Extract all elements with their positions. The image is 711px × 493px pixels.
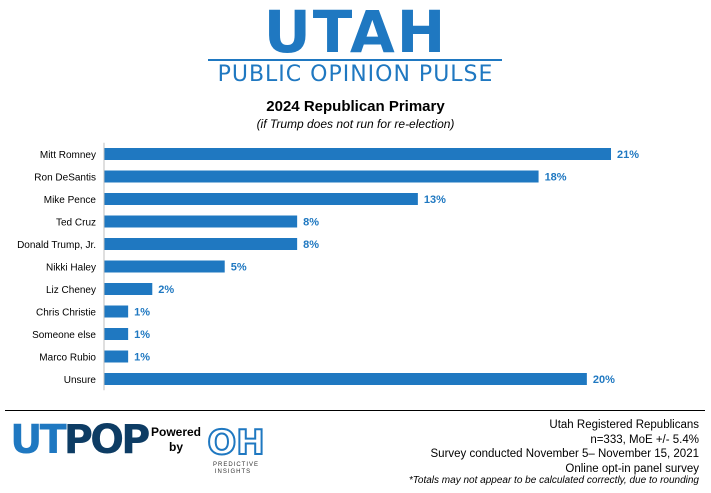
bar [104,328,129,340]
category-label: Ron DeSantis [34,173,96,184]
category-label: Mitt Romney [40,150,96,161]
powered-by-label: Powered by [150,425,201,454]
oh-logo-text: OH [207,423,264,462]
category-label: Someone else [32,330,96,341]
bar-chart: Mitt Romney 21% Ron DeSantis 18% Mike Pence 1… [17,142,639,391]
bar [104,170,539,183]
bar [104,260,225,273]
category-label: Ted Cruz [56,218,96,229]
value-label: 20% [593,374,615,386]
bar [104,373,587,385]
value-label: 1% [134,307,150,319]
value-label: 8% [303,239,319,251]
partner-name: PREDICTIVE INSIGHTS [213,462,260,475]
utpop-logo-pop: POP [63,417,151,463]
bar [104,215,298,228]
oh-predictive-insights-logo: OH [206,422,265,462]
value-label: 21% [617,149,639,161]
chart-title: 2024 Republican Primary [266,98,445,115]
category-label: Liz Cheney [46,285,96,296]
value-label: 2% [158,284,174,296]
chart-subtitle: (if Trump does not run for re-election) [256,117,455,131]
bar [104,283,153,295]
category-label: Donald Trump, Jr. [17,240,96,251]
footer-divider [5,410,705,411]
brand-subtitle: PUBLIC OPINION PULSE [217,62,494,87]
value-label: 5% [231,262,247,274]
utpop-logo: UTPOP [10,417,151,463]
bar [104,350,129,363]
category-label: Chris Christie [36,308,96,319]
value-label: 1% [134,329,150,341]
survey-dates: Survey conducted November 5– November 15… [430,448,700,460]
brand-divider [208,59,502,61]
category-label: Mike Pence [44,195,97,206]
brand-title: UTAH [263,0,448,66]
bar [104,305,129,318]
value-label: 1% [134,352,150,364]
value-label: 18% [545,172,567,184]
category-label: Nikki Haley [46,263,96,274]
value-label: 13% [424,194,446,206]
survey-sample: n=333, MoE +/- 5.4% [590,433,699,446]
category-label: Marco Rubio [39,353,96,364]
rounding-note: *Totals may not appear to be calculated … [408,475,699,486]
bar [104,148,611,160]
bar [104,238,298,250]
utpop-logo-ut: UT [10,417,67,463]
bar [104,193,418,205]
category-label: Unsure [64,375,97,386]
survey-method: Online opt-in panel survey [565,462,699,475]
survey-population: Utah Registered Republicans [549,419,699,431]
survey-details: Utah Registered Republicans n=333, MoE +… [431,418,700,476]
value-label: 8% [303,217,319,229]
